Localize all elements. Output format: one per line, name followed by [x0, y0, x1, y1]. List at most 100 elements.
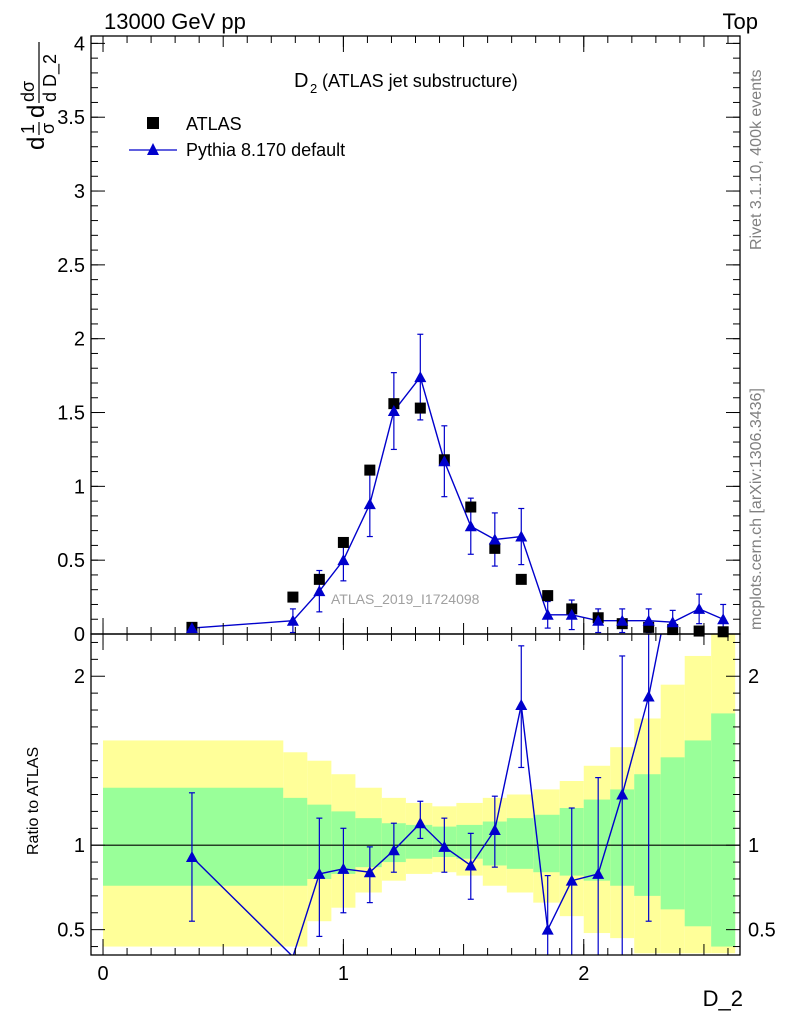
- data-point: [388, 398, 400, 410]
- y-label-one: 1: [18, 124, 38, 134]
- y-label-d1: d: [23, 137, 50, 150]
- data-point: [515, 573, 527, 585]
- mc-point: [693, 602, 706, 614]
- mc-point: [286, 614, 299, 626]
- y-tick-label: 1.5: [57, 403, 85, 425]
- ratio-point: [592, 867, 605, 879]
- data-point: [364, 464, 376, 476]
- mc-point: [515, 530, 528, 542]
- ratio-series-layer: [185, 634, 662, 955]
- ratio-point: [414, 817, 427, 829]
- data-point: [414, 402, 426, 414]
- band-inner-bin: [103, 787, 284, 886]
- ratio-y-tick-label-right: 1: [748, 835, 759, 857]
- data-point: [667, 624, 679, 636]
- mc-point: [642, 614, 655, 626]
- mc-point: [541, 608, 554, 620]
- data-point: [337, 536, 349, 548]
- ratio-y-tick-label: 0.5: [57, 920, 85, 942]
- y-tick-label: 4: [74, 33, 85, 55]
- y-tick-label: 3: [74, 181, 85, 203]
- data-point: [465, 501, 477, 513]
- y-axis-label: d 1 σ d dσ d D_2: [18, 42, 61, 150]
- ratio-point: [438, 840, 451, 852]
- ratio-point: [387, 844, 400, 856]
- data-point: [287, 591, 299, 603]
- main-series-layer: [185, 333, 730, 638]
- y-tick-label: 2.5: [57, 255, 85, 277]
- title-rest: (ATLAS jet substructure): [322, 71, 518, 91]
- ratio-point: [616, 788, 629, 800]
- ratio-point: [185, 851, 198, 863]
- band-inner-bin: [355, 818, 382, 868]
- band-inner-bin: [634, 774, 661, 896]
- x-tick-label: 2: [578, 963, 589, 985]
- title-main: D: [294, 70, 308, 92]
- ratio-y-label: Ratio to ATLAS: [25, 747, 42, 855]
- data-point: [643, 621, 655, 633]
- ratio-point: [642, 690, 655, 702]
- mc-point: [666, 616, 679, 628]
- mc-point: [387, 405, 400, 417]
- y-tick-label: 3.5: [57, 107, 85, 129]
- rivet-label: Rivet 3.1.10, 400k events: [748, 69, 765, 250]
- band-inner-bin: [283, 797, 308, 886]
- ratio-point: [313, 867, 326, 879]
- ratio-clipped: [185, 634, 662, 955]
- x-tick-label: 0: [97, 963, 108, 985]
- y-label-sigma: σ: [38, 123, 58, 134]
- legend-data-label: ATLAS: [186, 114, 242, 134]
- data-point: [542, 590, 554, 602]
- data-point: [489, 542, 501, 554]
- ratio-point: [488, 823, 501, 835]
- axis-ticks: 0 0.5 1 1.5 2 2.5 3 3.5 4 0 1 2 0.5 0.5 1 1 2 2: [57, 33, 776, 985]
- ratio-point: [363, 866, 376, 878]
- y-tick-label: 2: [74, 329, 85, 351]
- header-energy: 13000 GeV pp: [104, 9, 246, 34]
- y-tick-label: 0: [74, 624, 85, 646]
- y-label-d2: d: [23, 105, 50, 118]
- mc-point: [363, 498, 376, 510]
- y-label-dsigma: dσ: [18, 81, 38, 102]
- analysis-watermark: ATLAS_2019_I1724098: [331, 591, 480, 607]
- title-sub: 2: [310, 81, 317, 96]
- ratio-band-layer: [103, 634, 736, 954]
- ratio-y-tick-label: 1: [74, 835, 85, 857]
- band-inner-bin: [506, 818, 534, 869]
- legend-mc-label: Pythia 8.170 default: [186, 140, 345, 160]
- legend: ATLAS Pythia 8.170 default: [129, 114, 345, 160]
- legend-mc-marker: [147, 143, 159, 155]
- mc-point: [185, 622, 198, 634]
- mc-point: [592, 614, 605, 626]
- y-label-dd2: d D_2: [40, 54, 61, 102]
- header-process: Top: [723, 9, 758, 34]
- y-tick-label: 1: [74, 476, 85, 498]
- ratio-point: [565, 874, 578, 886]
- ratio-y-tick-label-right: 2: [748, 666, 759, 688]
- ratio-point: [464, 859, 477, 871]
- y-tick-label: 0.5: [57, 550, 85, 572]
- mc-point: [464, 520, 477, 532]
- mc-point: [488, 533, 501, 545]
- band-inner-bin: [660, 757, 685, 910]
- mc-point: [438, 455, 451, 467]
- ratio-y-tick-label: 2: [74, 666, 85, 688]
- mc-point: [717, 613, 730, 625]
- mc-point: [337, 554, 350, 566]
- ratio-point: [541, 923, 554, 935]
- mc-point: [616, 614, 629, 626]
- band-inner-bin: [583, 799, 611, 881]
- band-inner-bin: [711, 713, 736, 947]
- band-inner-bin: [684, 740, 712, 927]
- mc-point: [565, 608, 578, 620]
- ratio-point: [515, 698, 528, 710]
- mc-point: [414, 371, 427, 383]
- ratio-point: [337, 862, 350, 874]
- band-inner-bin: [405, 824, 433, 859]
- data-point: [313, 573, 325, 585]
- x-axis-label: D_2: [703, 986, 743, 1011]
- x-tick-label: 1: [338, 963, 349, 985]
- data-point: [693, 625, 705, 637]
- legend-data-marker: [147, 117, 159, 129]
